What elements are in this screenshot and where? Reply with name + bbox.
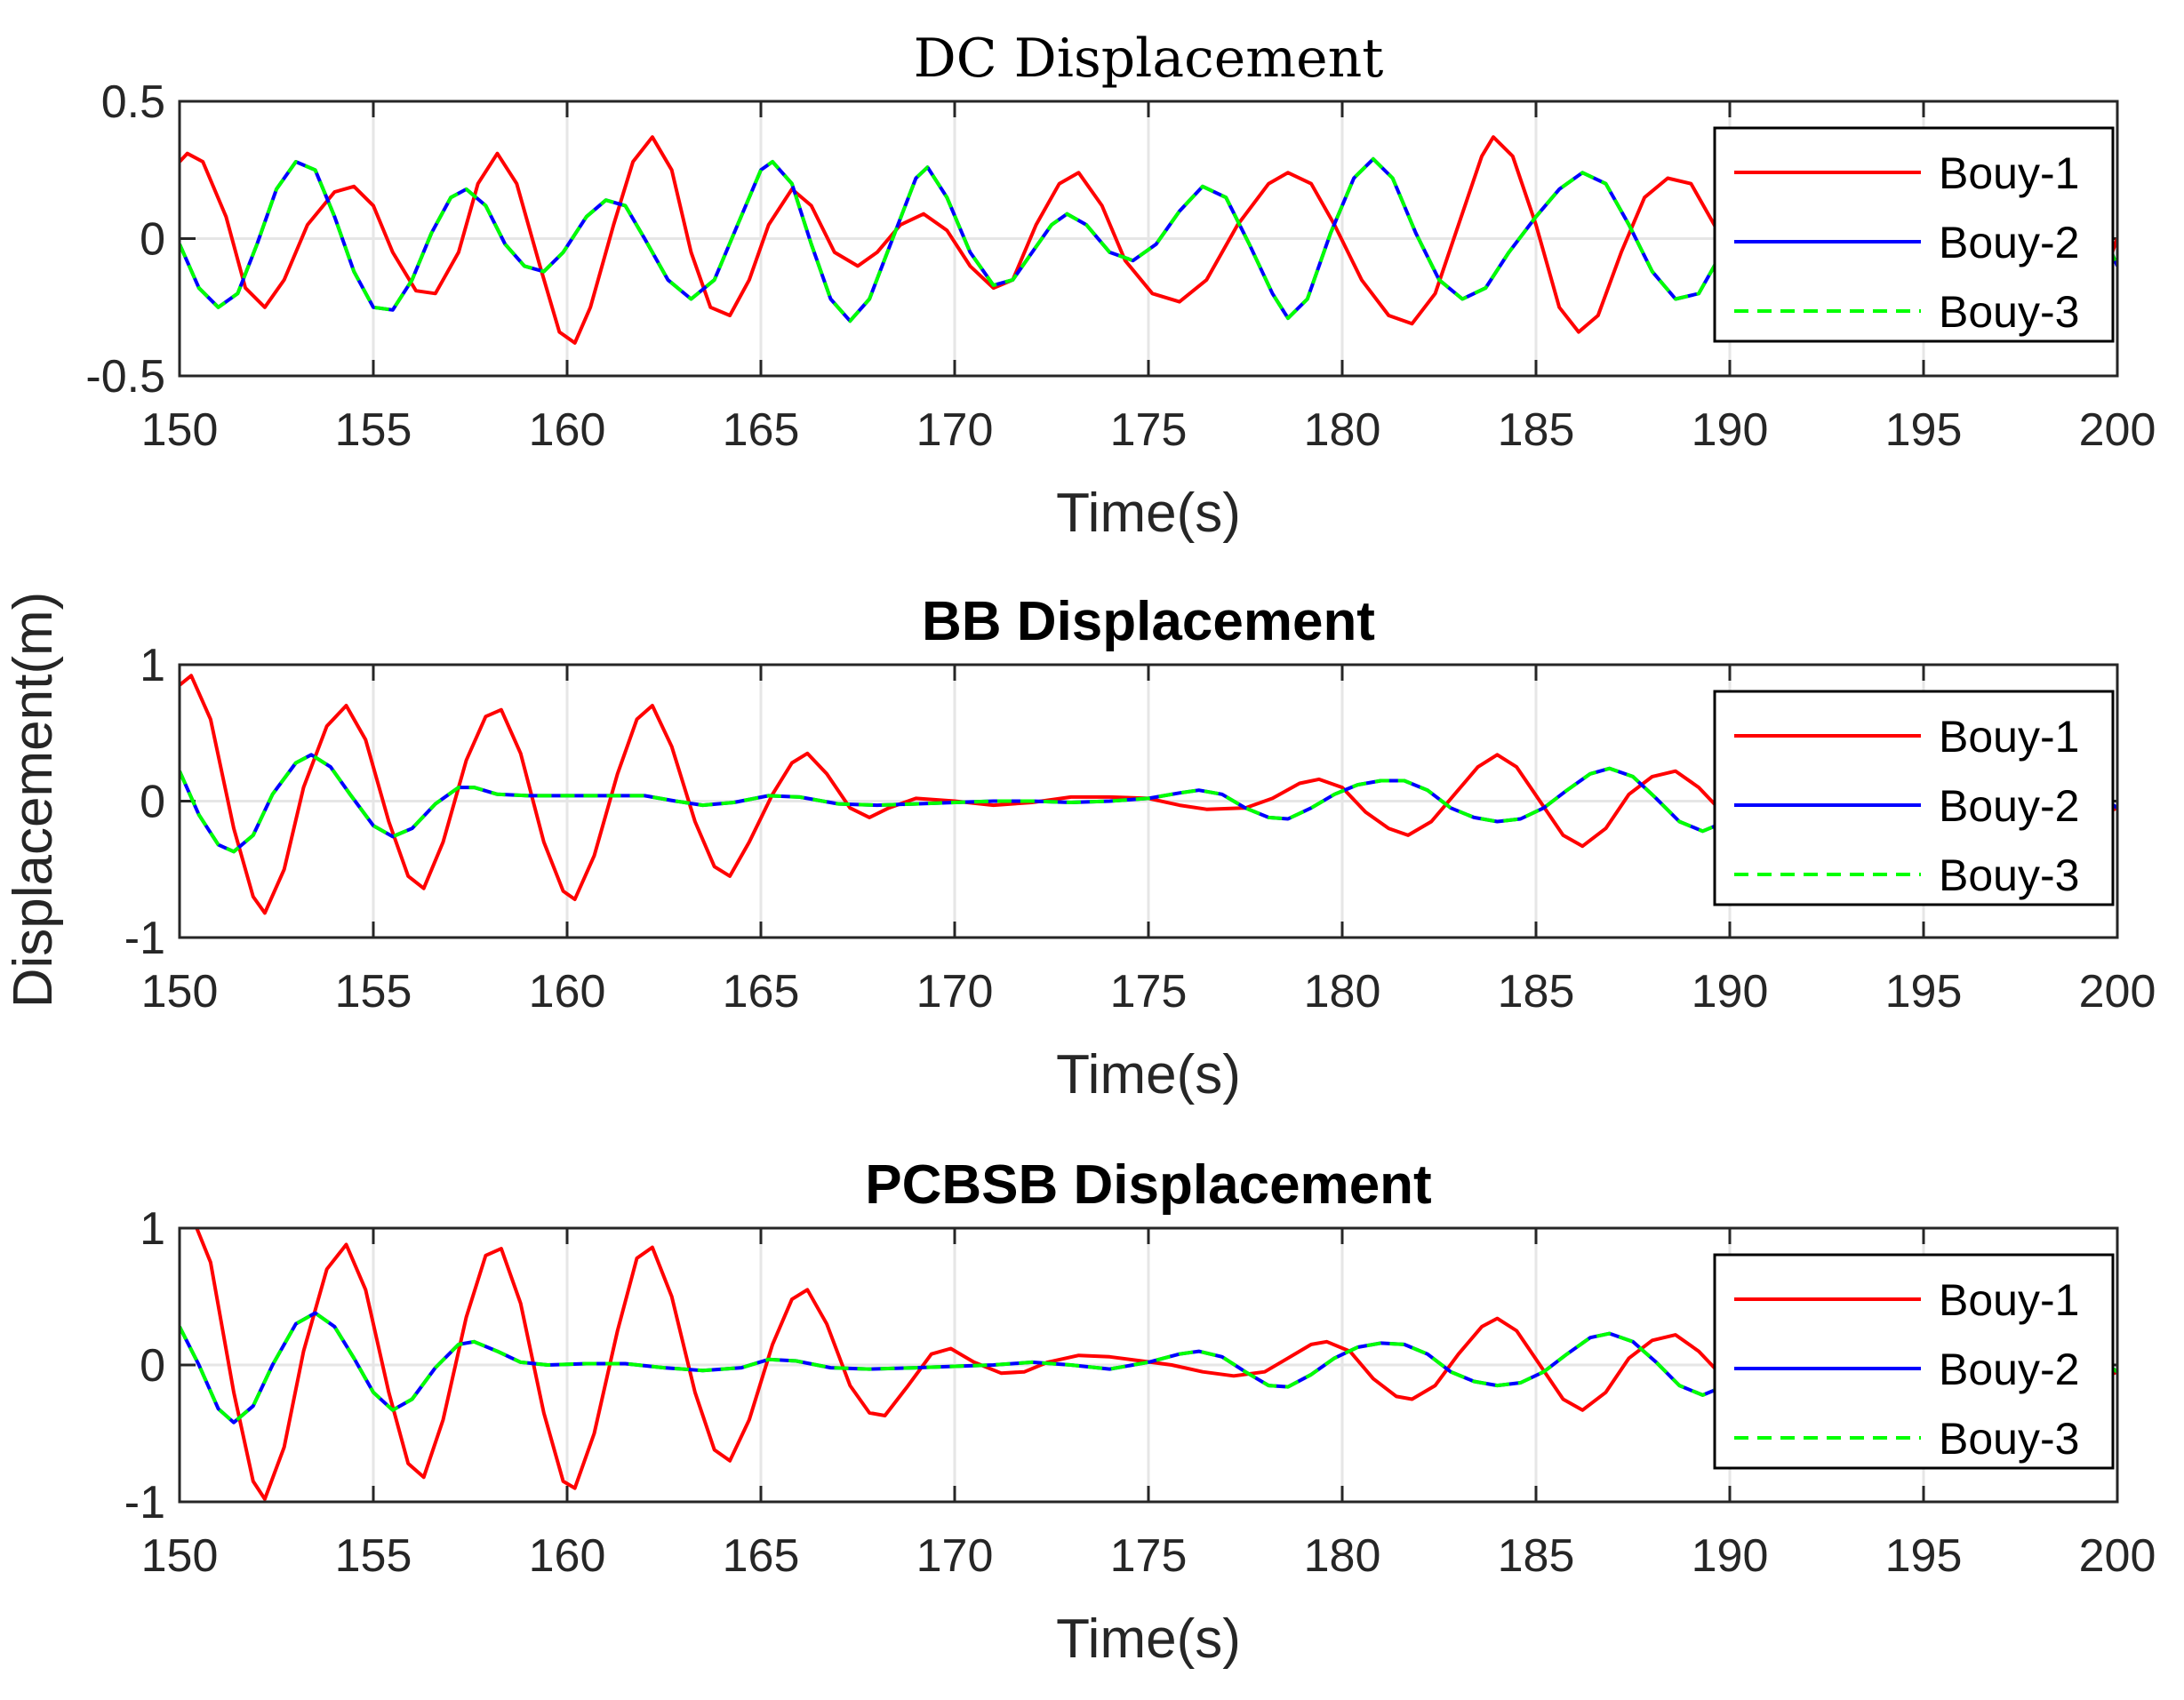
y-tick-label: -0.5 (85, 351, 165, 403)
x-tick-label: 155 (335, 1530, 412, 1582)
subplot-1: 150 155 160 165 170 175 180 185 190 195 200 0.5 0 -0.… (85, 28, 2156, 544)
x-tick-label: 195 (1885, 1530, 1963, 1582)
legend-box (1713, 690, 2115, 906)
x-tick-label: 160 (529, 404, 606, 456)
y-tick-label: -1 (124, 1477, 165, 1528)
legend-label-bouy-2: Bouy-2 (1939, 1345, 2079, 1394)
x-tick-label: 185 (1498, 404, 1575, 456)
subplot-2: 150 155 160 165 170 175 180 185 190 195 200 1 0 -1 BB … (124, 591, 2156, 1105)
x-tick-label: 165 (723, 966, 800, 1018)
legend-label-bouy-1: Bouy-1 (1939, 148, 2079, 198)
x-tick-label: 200 (2079, 404, 2156, 456)
x-tick-label: 180 (1304, 404, 1381, 456)
x-tick-label: 190 (1692, 1530, 1769, 1582)
legend: Bouy-1 Bouy-2 Bouy-3 (1713, 690, 2115, 906)
x-tick-label: 165 (723, 404, 800, 456)
plot-area-frame (178, 663, 2119, 939)
subplot-3: 150 155 160 165 170 175 180 185 190 195 200 1 0 -1 PCB… (124, 1154, 2156, 1670)
y-tick-label: 0 (140, 214, 165, 266)
legend: Bouy-1 Bouy-2 Bouy-3 (1713, 1253, 2115, 1470)
x-tick-label: 170 (916, 1530, 994, 1582)
y-tick-label: 0 (140, 777, 165, 828)
legend-box (1713, 126, 2115, 343)
legend-label-bouy-3: Bouy-3 (1939, 850, 2079, 900)
x-axis-label: Time(s) (1056, 483, 1241, 544)
y-tick-label: -1 (124, 913, 165, 964)
x-tick-label: 195 (1885, 966, 1963, 1018)
legend: Bouy-1 Bouy-2 Bouy-3 (1713, 126, 2115, 343)
legend-label-bouy-2: Bouy-2 (1939, 218, 2079, 267)
y-tick-label: 1 (140, 1203, 165, 1255)
x-tick-label: 195 (1885, 404, 1963, 456)
x-tick-label: 165 (723, 1530, 800, 1582)
x-tick-label: 150 (141, 1530, 219, 1582)
plot-area-frame (178, 100, 2119, 378)
x-tick-label: 160 (529, 1530, 606, 1582)
y-tick-label: 0.5 (101, 76, 165, 128)
legend-box (1713, 1253, 2115, 1470)
x-tick-label: 175 (1110, 966, 1188, 1018)
legend-label-bouy-3: Bouy-3 (1939, 287, 2079, 337)
x-tick-label: 170 (916, 404, 994, 456)
x-axis-label: Time(s) (1056, 1044, 1241, 1105)
x-tick-label: 180 (1304, 966, 1381, 1018)
shared-y-axis-label: Displacement(m) (3, 592, 64, 1009)
x-tick-label: 160 (529, 966, 606, 1018)
x-tick-label: 200 (2079, 1530, 2156, 1582)
legend-label-bouy-1: Bouy-1 (1939, 712, 2079, 762)
plot-title: PCBSB Displacement (865, 1154, 1431, 1216)
x-tick-label: 200 (2079, 966, 2156, 1018)
x-tick-label: 170 (916, 966, 994, 1018)
x-tick-label: 175 (1110, 404, 1188, 456)
legend-label-bouy-3: Bouy-3 (1939, 1414, 2079, 1464)
x-tick-label: 175 (1110, 1530, 1188, 1582)
x-tick-label: 150 (141, 966, 219, 1018)
x-tick-label: 190 (1692, 404, 1769, 456)
series-line-bouy-3 (180, 1311, 2117, 1425)
x-tick-label: 190 (1692, 966, 1769, 1018)
x-tick-label: 155 (335, 966, 412, 1018)
x-tick-label: 185 (1498, 1530, 1575, 1582)
plot-area-frame (178, 1226, 2119, 1504)
legend-label-bouy-1: Bouy-1 (1939, 1275, 2079, 1325)
plot-title: BB Displacement (922, 591, 1375, 652)
y-tick-label: 1 (140, 640, 165, 691)
y-tick-label: 0 (140, 1340, 165, 1392)
x-tick-label: 150 (141, 404, 219, 456)
x-axis-label: Time(s) (1056, 1608, 1241, 1670)
plot-title: DC Displacement (914, 28, 1384, 90)
legend-label-bouy-2: Bouy-2 (1939, 781, 2079, 831)
x-tick-label: 155 (335, 404, 412, 456)
x-tick-label: 180 (1304, 1530, 1381, 1582)
x-tick-label: 185 (1498, 966, 1575, 1018)
